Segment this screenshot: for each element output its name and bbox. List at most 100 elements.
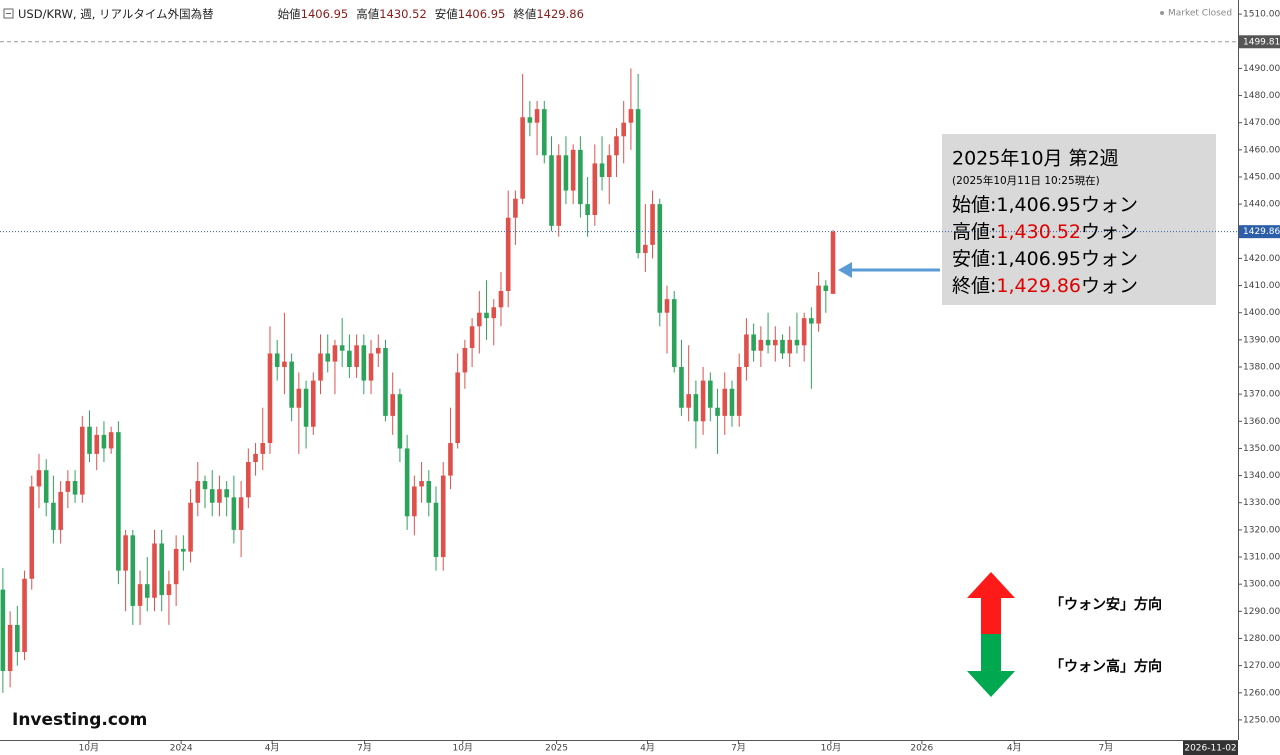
candle-body [614,136,619,156]
candle-body [433,502,439,558]
candle-body [772,339,778,346]
candle-body [397,394,403,449]
candle-body [404,448,410,517]
candle-body [43,470,49,503]
candle-body [830,231,836,294]
market-status: Market Closed [1168,9,1232,19]
info-unit: ウォン [1081,194,1138,216]
info-label: 安値: [952,248,996,270]
y-tick-label: 1340.00 [1243,471,1280,481]
x-tick-label: 4月 [640,743,655,754]
candle-body [520,117,525,199]
candle-body [708,380,713,408]
candle-body [801,318,807,346]
info-row: 安値:1,406.95ウォン [952,248,1138,270]
y-tick-label: 1310.00 [1243,553,1280,563]
candle-body [390,394,395,416]
x-tick-label: 2025 [545,744,568,754]
reference-label: 1499.81 [1243,37,1280,47]
cursor-date-box [1183,741,1238,755]
info-row: 終値:1,429.86ウォン [952,275,1138,297]
candle-body [455,372,460,444]
candle-body [498,291,504,308]
candle-body [188,502,193,552]
field-label: 終値 [513,7,536,21]
candle-body [599,163,605,177]
field-label: 高値 [356,7,379,21]
info-value: 1,429.86 [996,275,1081,297]
candle-body [22,578,27,653]
candle-body [448,443,453,476]
candle-body [166,584,172,596]
x-tick-label: 7月 [731,743,746,754]
y-tick-label: 1400.00 [1243,308,1280,318]
candle-body [318,353,323,381]
candle-body [181,548,186,552]
x-tick-label: 7月 [357,743,372,754]
field-label: 安値 [435,7,458,21]
y-tick-label: 1390.00 [1243,335,1280,345]
candle-body [79,426,85,495]
info-label: 高値: [952,221,996,243]
candle-body [58,491,63,530]
info-row: 始値:1,406.95ウォン [952,194,1138,216]
candle-body [491,307,497,319]
info-unit: ウォン [1081,248,1138,270]
direction-label: 「ウォン安」方向 [1050,596,1162,613]
last-price-box [1239,225,1280,239]
info-value: 1,406.95 [996,194,1081,216]
info-title: 2025年10月 第2週 [952,148,1119,170]
candle-body [744,334,749,368]
candle-body [484,312,489,319]
candle-body [794,339,800,346]
chart-header: USD/KRW, 週, リアルタイム外国為替 始値1406.95 高値1430.52… [18,7,584,21]
candle-body [809,318,814,324]
info-value: 1,406.95 [996,248,1081,270]
candle-body [549,155,554,226]
symbol: USD/KRW, 週, リアルタイム外国為替 [18,7,214,21]
info-value: 1,430.52 [996,221,1081,243]
candle-body [209,489,215,503]
field-value: 1406.95 [301,7,349,21]
y-tick-label: 1440.00 [1243,200,1280,210]
direction-label: 「ウォン高」方向 [1050,658,1162,675]
candle-body [679,367,684,408]
y-tick-label: 1410.00 [1243,281,1280,291]
candle-body [368,353,374,381]
cursor-date: 2026-11-02 [1184,744,1236,754]
y-tick-label: 1300.00 [1243,580,1280,590]
candle-body [527,117,533,123]
candle-body [361,345,367,381]
candle-body [101,434,107,449]
info-box [942,134,1216,305]
candle-body [715,407,720,416]
y-tick-label: 1380.00 [1243,363,1280,373]
candle-body [260,443,266,454]
candle-body [823,285,829,292]
candle-body [556,155,562,226]
field-value: 1429.86 [536,7,584,21]
candle-body [592,163,598,215]
y-tick-label: 1470.00 [1243,118,1280,128]
candle-body [36,470,42,487]
candle-body [253,453,258,463]
candle-body [123,535,128,571]
y-tick-label: 1360.00 [1243,417,1280,427]
x-tick-label: 10月 [452,743,472,754]
candle-body [412,486,417,517]
field-value: 1406.95 [458,7,506,21]
candle-body [534,109,540,123]
y-tick-label: 1260.00 [1243,688,1280,698]
candle-body [375,348,381,354]
info-label: 始値: [952,194,996,216]
down-arrow [967,634,1015,697]
candle-body [686,394,691,408]
candle-body [51,502,56,530]
collapse-icon[interactable] [3,8,14,19]
candle-body [72,481,78,495]
candle-body [87,426,92,454]
candle-body [332,345,338,362]
candle-body [116,432,121,571]
candle-body [296,388,302,408]
